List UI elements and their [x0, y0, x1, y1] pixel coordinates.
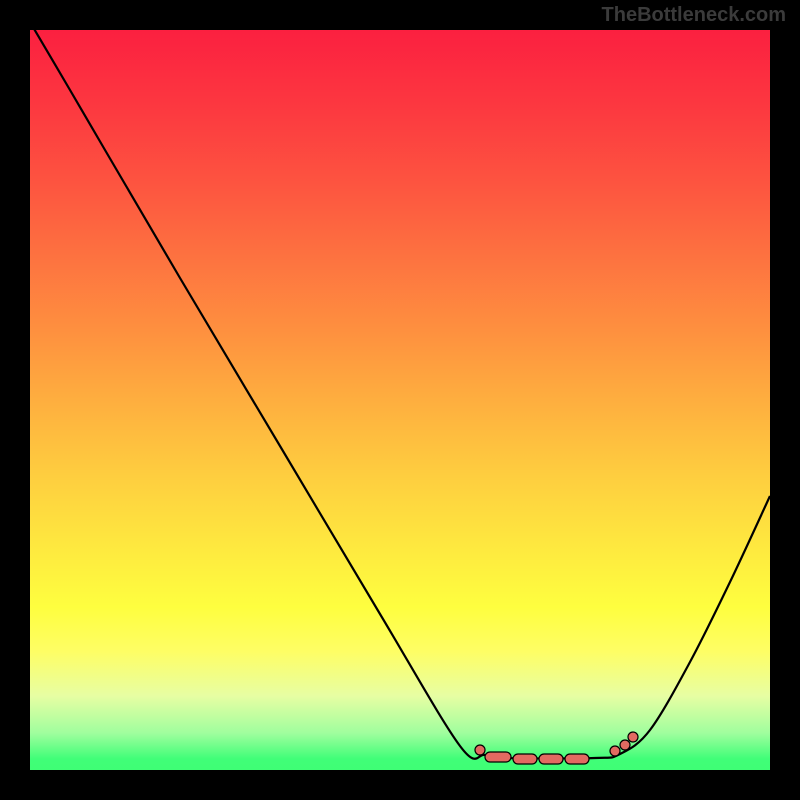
marker [475, 745, 485, 755]
attribution-text: TheBottleneck.com [602, 4, 786, 27]
marker [513, 754, 537, 764]
marker [628, 732, 638, 742]
marker [620, 740, 630, 750]
curve-layer [30, 30, 770, 770]
marker [485, 752, 511, 762]
plot-area [30, 30, 770, 770]
marker [539, 754, 563, 764]
marker-group [475, 732, 638, 764]
marker [565, 754, 589, 764]
marker [610, 746, 620, 756]
main-curve [30, 30, 770, 759]
